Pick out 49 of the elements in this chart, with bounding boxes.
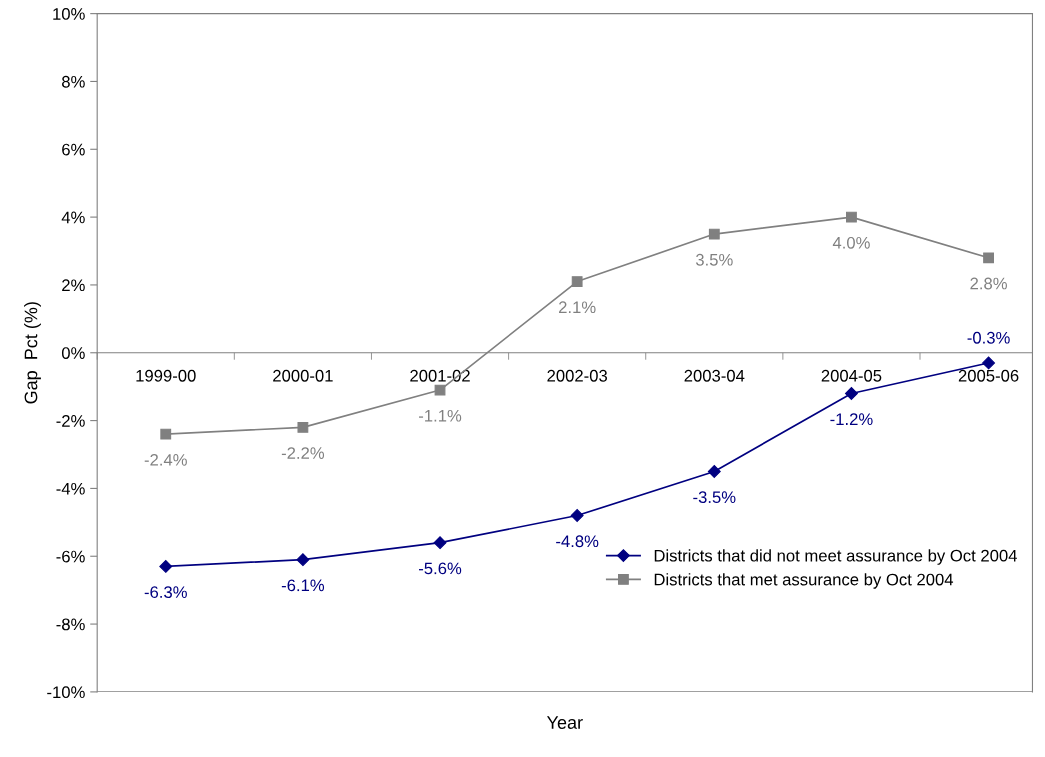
point	[433, 536, 447, 550]
point	[708, 228, 720, 240]
data-label: 2.1%	[559, 301, 596, 314]
point	[296, 553, 310, 567]
y-tick-label: -10%	[47, 686, 85, 699]
point	[846, 211, 857, 223]
data-label: -3.5%	[693, 491, 736, 504]
data-label: 2.8%	[970, 277, 1007, 290]
x-tick-label: 2004-05	[821, 369, 882, 382]
point	[297, 421, 309, 433]
y-tick-label: 10%	[53, 8, 85, 20]
x-tick-label: 2001-02	[410, 369, 470, 382]
y-tick-label: 4%	[61, 211, 85, 224]
point	[570, 509, 584, 522]
data-label: -4.8%	[556, 535, 599, 548]
data-label: 3.5%	[695, 253, 733, 266]
data-label: 4.0%	[832, 236, 870, 249]
data-label: -1.2%	[830, 413, 873, 425]
data-label: -1.1%	[419, 409, 462, 422]
point	[571, 276, 583, 287]
y-tick-label: 8%	[62, 75, 85, 88]
data-label: -2.2%	[281, 447, 325, 459]
data-label: -6.1%	[281, 579, 325, 592]
point	[983, 252, 994, 264]
data-label: -5.6%	[419, 562, 462, 575]
y-tick-label: -6%	[56, 550, 85, 563]
y-tick-label: 0%	[61, 347, 85, 359]
y-tick-label: 2%	[62, 279, 85, 292]
point	[844, 387, 858, 400]
data-label: -2.4%	[144, 453, 187, 466]
x-tick-label: 2003-04	[684, 369, 745, 382]
point	[982, 356, 996, 370]
legend-label: Districts that met assurance by Oct 2004	[654, 573, 954, 589]
x-tick-label: 1999-00	[136, 369, 196, 382]
data-label: -6.3%	[144, 586, 187, 599]
point	[159, 559, 173, 573]
y-tick-label: -4%	[56, 482, 85, 495]
y-tick-label: 6%	[62, 143, 85, 156]
legend-label: Districts that did not meet assurance by Oct 2004	[654, 549, 1017, 565]
x-axis-title: Year	[546, 716, 583, 729]
data-label: -0.3%	[967, 331, 1010, 344]
point	[707, 465, 721, 478]
y-axis-title: Gap Pct (%)	[24, 302, 41, 404]
x-tick-label: 2002-03	[547, 369, 608, 382]
x-tick-label: 2000-01	[273, 369, 333, 382]
y-tick-label: -2%	[56, 414, 85, 427]
x-tick-label: 2005-06	[958, 369, 1019, 382]
point	[160, 428, 172, 440]
y-tick-label: -8%	[56, 618, 85, 631]
